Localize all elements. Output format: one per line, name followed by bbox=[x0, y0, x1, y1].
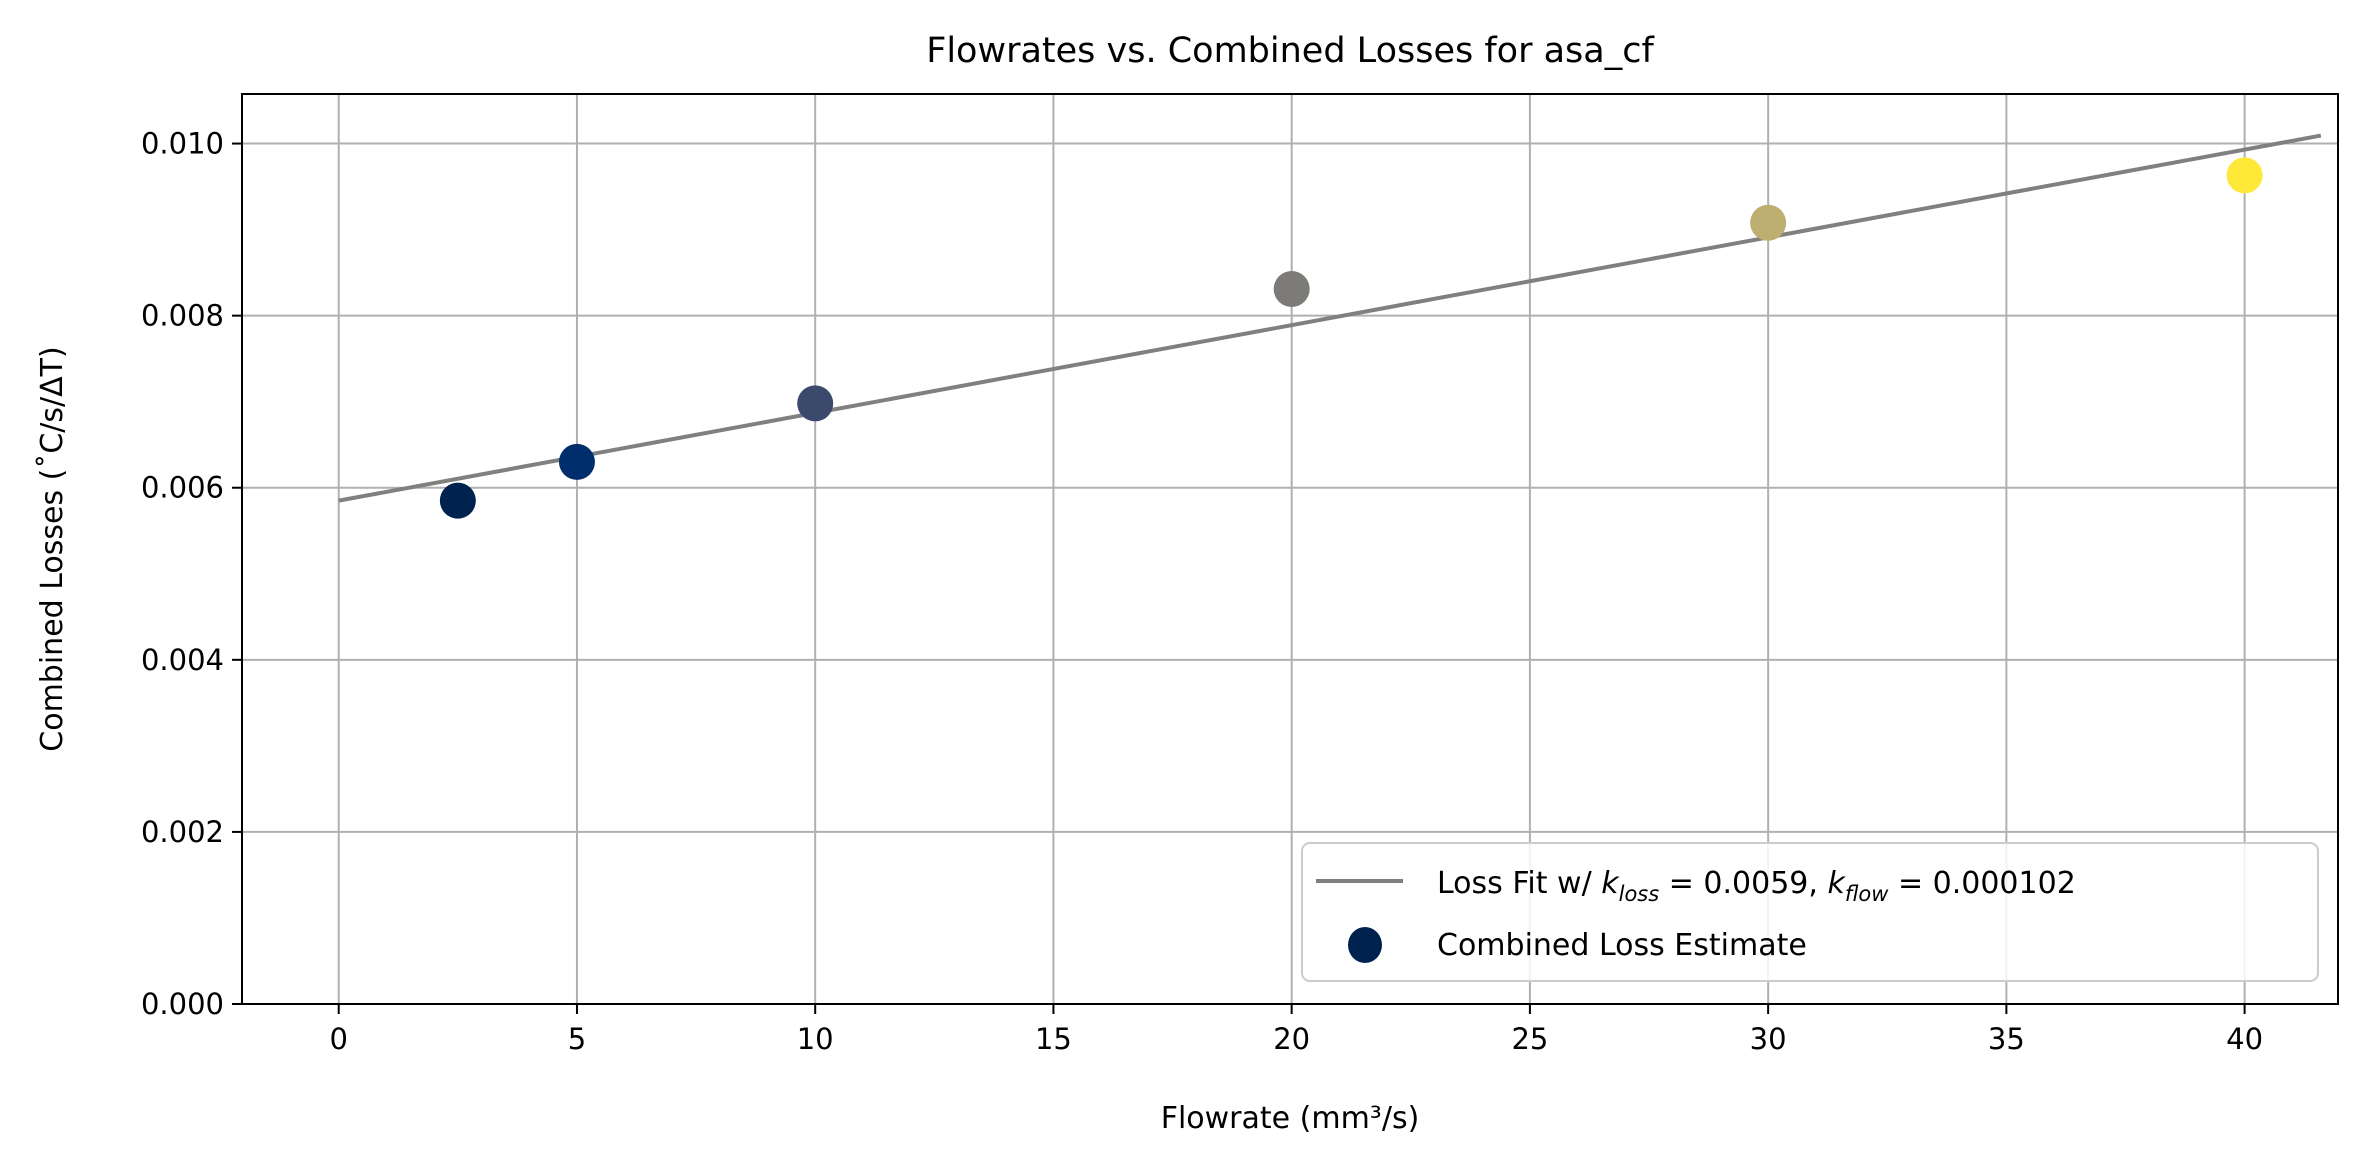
legend-k-loss: k bbox=[1601, 866, 1620, 901]
data-point bbox=[797, 385, 834, 422]
data-point bbox=[439, 482, 476, 519]
x-tick-label: 15 bbox=[1035, 1022, 1072, 1056]
x-tick-label: 25 bbox=[1511, 1022, 1548, 1056]
legend-k-flow-value: = 0.000102 bbox=[1888, 866, 2075, 901]
legend-fit-label: Loss Fit w/ kloss = 0.0059, kflow = 0.00… bbox=[1437, 866, 2076, 906]
data-point bbox=[558, 443, 595, 480]
x-tick-label: 0 bbox=[329, 1022, 347, 1056]
legend-k-loss-value: = 0.0059, bbox=[1659, 866, 1827, 901]
legend-fit-prefix: Loss Fit w/ bbox=[1437, 866, 1601, 901]
x-tick-label: 30 bbox=[1750, 1022, 1787, 1056]
chart-title: Flowrates vs. Combined Losses for asa_cf bbox=[926, 31, 1654, 71]
ticks: 0 5 10 15 20 25 30 35 40 0.000 0.002 0.004 0.006 0.00… bbox=[141, 127, 2263, 1056]
scatter-points bbox=[439, 157, 2263, 519]
y-tick-label: 0.004 bbox=[141, 643, 224, 677]
legend-marker-swatch bbox=[1348, 927, 1382, 963]
y-tick-label: 0.006 bbox=[141, 471, 224, 505]
data-point bbox=[2226, 157, 2263, 194]
data-point bbox=[1750, 204, 1787, 241]
legend-k-loss-sub: loss bbox=[1619, 882, 1660, 906]
y-tick-label: 0.008 bbox=[141, 299, 224, 333]
fit-line bbox=[338, 133, 2322, 503]
legend: Loss Fit w/ kloss = 0.0059, kflow = 0.00… bbox=[1301, 842, 2319, 982]
legend-k-flow-sub: flow bbox=[1845, 882, 1889, 906]
y-tick-label: 0.000 bbox=[141, 987, 224, 1021]
y-axis-label: Combined Losses (˚C/s/ΔT) bbox=[35, 346, 70, 751]
x-tick-label: 35 bbox=[1988, 1022, 2025, 1056]
x-tick-label: 40 bbox=[2226, 1022, 2263, 1056]
y-tick-label: 0.002 bbox=[141, 815, 224, 849]
x-axis-label: Flowrate (mm³/s) bbox=[1161, 1101, 1420, 1136]
legend-box bbox=[1301, 842, 2319, 982]
axes-frame bbox=[241, 93, 2339, 1005]
x-tick-label: 10 bbox=[797, 1022, 834, 1056]
x-tick-label: 5 bbox=[568, 1022, 586, 1056]
fit-line-group bbox=[338, 133, 2322, 503]
data-point bbox=[1273, 270, 1310, 307]
legend-k-flow: k bbox=[1827, 866, 1846, 901]
x-tick-label: 20 bbox=[1273, 1022, 1310, 1056]
y-tick-label: 0.010 bbox=[141, 127, 224, 161]
legend-scatter-label: Combined Loss Estimate bbox=[1437, 928, 1807, 963]
